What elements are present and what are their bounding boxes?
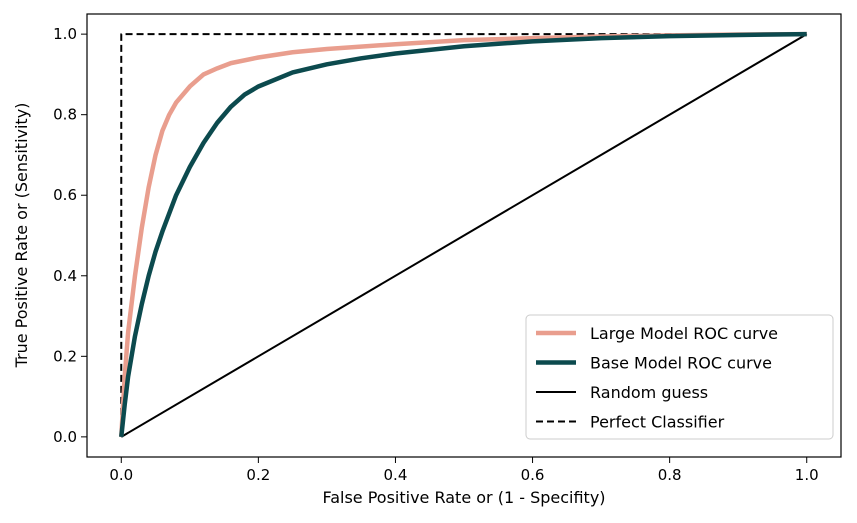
x-tick-label: 0.2 (246, 466, 270, 484)
x-tick-label: 0.0 (109, 466, 133, 484)
y-tick-label: 0.0 (53, 428, 77, 446)
y-tick-label: 0.2 (53, 347, 77, 365)
legend: Large Model ROC curve Base Model ROC curv… (525, 314, 834, 440)
y-tick-label: 0.4 (53, 267, 77, 285)
plot-frame (86, 13, 842, 458)
y-tick-label: 0.6 (53, 186, 77, 204)
x-tick-label: 0.8 (658, 466, 682, 484)
x-tick-label: 1.0 (795, 466, 819, 484)
y-tick-label: 1.0 (53, 25, 77, 43)
legend-label: Base Model ROC curve (590, 354, 772, 373)
series-line-large-model-roc-curve (119, 31, 807, 437)
y-axis-label: True Positive Rate or (Sensitivity) (12, 103, 31, 369)
ticks-group: 0.0 0.2 0.4 0.6 0.8 1.0 0.0 0.2 0.4 0.6 0.8 1.0 (53, 25, 819, 484)
series-group (119, 31, 808, 438)
x-axis-label: False Positive Rate or (1 - Specifity) (322, 488, 605, 507)
legend-label: Random guess (590, 383, 708, 402)
x-tick-label: 0.6 (521, 466, 545, 484)
series-line-random-guess (120, 33, 808, 438)
legend-box (525, 314, 834, 440)
legend-label: Perfect Classifier (590, 413, 725, 432)
x-tick-label: 0.4 (384, 466, 408, 484)
y-tick-label: 0.8 (53, 106, 77, 124)
legend-label: Large Model ROC curve (590, 324, 778, 343)
series-line-base-model-roc-curve (119, 31, 807, 438)
series-line-perfect-classifier (120, 33, 807, 437)
